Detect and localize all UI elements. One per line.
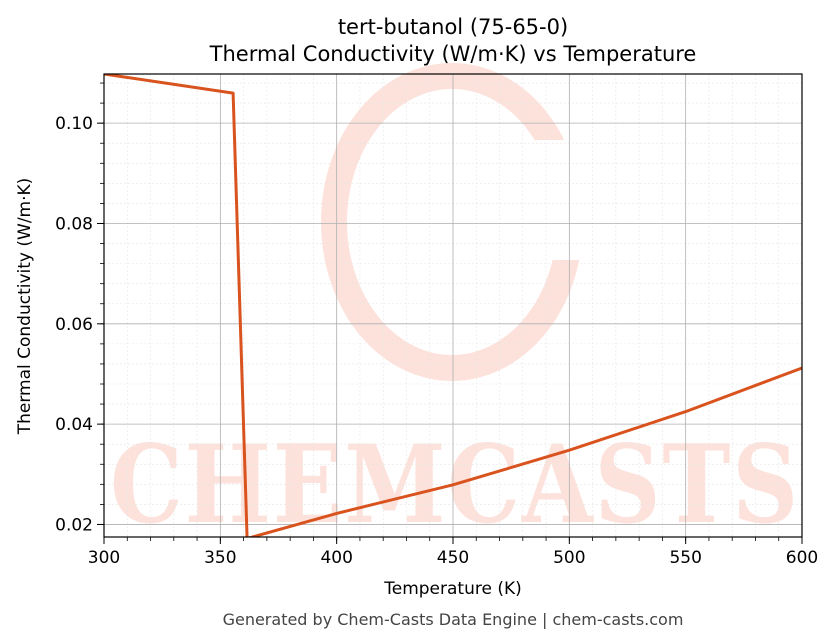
x-axis-label: Temperature (K) [383,579,522,599]
series-line [104,74,802,537]
chart-title: tert-butanol (75-65-0) [338,15,568,39]
axis-ticks [97,82,803,544]
x-tick-label: 350 [204,548,236,568]
y-tick-label: 0.10 [55,114,93,134]
y-tick-label: 0.08 [55,214,93,234]
y-tick-label: 0.04 [55,415,93,435]
x-tick-labels: 300 350 400 450 500 550 600 [88,548,818,568]
chart-subtitle: Thermal Conductivity (W/m·K) vs Temperat… [209,42,697,66]
x-tick-label: 550 [669,548,701,568]
y-tick-label: 0.06 [55,315,93,335]
x-tick-label: 600 [786,548,818,568]
y-axis-label: Thermal Conductivity (W/m·K) [15,178,35,436]
x-tick-label: 450 [437,548,469,568]
chemcasts-watermark: CHEMCASTS [110,63,798,548]
footer-credit: Generated by Chem-Casts Data Engine | ch… [223,610,684,629]
x-tick-label: 400 [320,548,352,568]
y-tick-labels: 0.02 0.04 0.06 0.08 0.10 [55,114,93,535]
plot-frame [103,73,803,538]
x-tick-label: 500 [553,548,585,568]
y-tick-label: 0.02 [55,515,93,535]
x-tick-label: 300 [88,548,120,568]
major-grid [103,74,803,537]
